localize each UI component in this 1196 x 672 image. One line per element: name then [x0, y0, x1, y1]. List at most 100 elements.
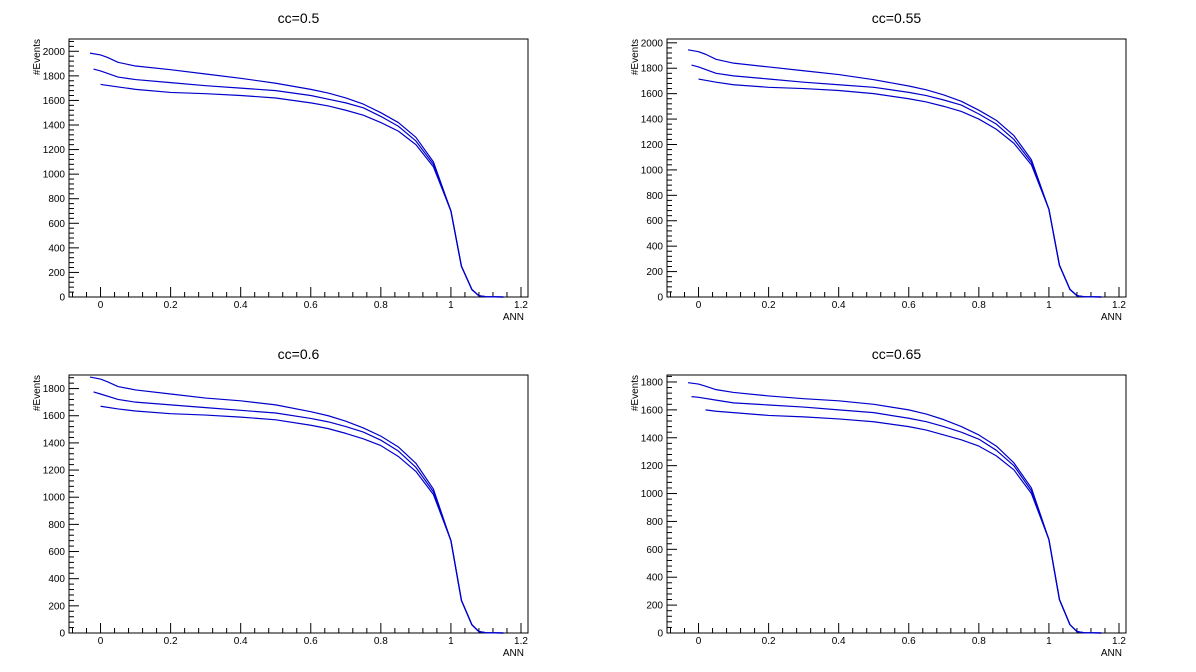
x-tick-label: 1.2 — [1112, 636, 1126, 647]
x-tick-label: 0.6 — [902, 636, 916, 647]
y-tick-label: 2000 — [43, 47, 66, 58]
x-tick-label: 1.2 — [514, 300, 528, 311]
y-tick-label: 800 — [48, 194, 65, 205]
series-line-3 — [705, 409, 1102, 634]
y-tick-label: 1600 — [641, 89, 664, 100]
y-tick-label: 1200 — [641, 140, 664, 151]
x-tick-label: 1.2 — [514, 636, 528, 647]
x-tick-label: 0.8 — [374, 300, 388, 311]
y-tick-label: 200 — [646, 601, 663, 612]
x-tick-label: 0.2 — [164, 636, 178, 647]
x-axis-label: ANN — [1101, 312, 1122, 323]
plot-frame — [68, 38, 529, 298]
y-tick-label: 1600 — [641, 405, 664, 416]
chart-title: cc=0.5 — [278, 10, 320, 26]
y-tick-label: 1200 — [43, 145, 66, 156]
y-tick-label: 1800 — [43, 71, 66, 82]
y-tick-label: 1400 — [43, 121, 66, 132]
x-tick-label: 0.4 — [234, 300, 248, 311]
y-tick-label: 400 — [48, 243, 65, 254]
y-tick-label: 200 — [48, 601, 65, 612]
series-line-3 — [100, 405, 504, 634]
y-tick-label: 1400 — [43, 438, 66, 449]
chart-panel: cc=0.65 #Events ANN 0 200 400 600 800 1000 1200 14… — [630, 346, 1127, 659]
x-tick-label: 0.6 — [902, 300, 916, 311]
y-tick-label: 600 — [48, 547, 65, 558]
y-tick-label: 1000 — [43, 493, 66, 504]
x-tick-label: 0.4 — [832, 300, 846, 311]
y-axis-label: #Events — [32, 39, 43, 75]
x-tick-label: 0.8 — [972, 300, 986, 311]
y-tick-label: 0 — [657, 293, 663, 304]
y-tick-label: 400 — [646, 573, 663, 584]
x-tick-label: 1 — [448, 300, 454, 311]
y-tick-label: 600 — [646, 216, 663, 227]
chart-panel: cc=0.5 #Events ANN 0 200 400 600 800 1000 1200 140… — [32, 10, 529, 323]
plot-frame — [666, 38, 1127, 298]
x-tick-label: 0.2 — [762, 636, 776, 647]
plot-frame — [68, 374, 529, 634]
x-tick-label: 0.6 — [304, 300, 318, 311]
x-tick-label: 1.2 — [1112, 300, 1126, 311]
y-tick-label: 1200 — [641, 461, 664, 472]
y-tick-label: 200 — [646, 267, 663, 278]
x-axis-label: ANN — [503, 312, 524, 323]
y-tick-label: 0 — [657, 629, 663, 640]
x-tick-label: 0.4 — [234, 636, 248, 647]
x-tick-label: 1 — [1046, 300, 1052, 311]
series-line-1 — [89, 52, 504, 298]
y-tick-label: 1200 — [43, 466, 66, 477]
y-tick-label: 1600 — [43, 411, 66, 422]
y-tick-label: 1800 — [43, 384, 66, 395]
series-line-1 — [89, 376, 504, 634]
y-axis-label: #Events — [32, 375, 43, 411]
chart-title: cc=0.6 — [278, 346, 320, 362]
chart-title: cc=0.55 — [872, 10, 922, 26]
y-tick-label: 1000 — [641, 165, 664, 176]
y-tick-label: 400 — [48, 574, 65, 585]
y-tick-label: 1400 — [641, 115, 664, 126]
series-line-3 — [100, 83, 504, 298]
y-tick-label: 200 — [48, 268, 65, 279]
y-tick-label: 0 — [59, 629, 65, 640]
y-tick-label: 600 — [48, 219, 65, 230]
chart-title: cc=0.65 — [872, 346, 922, 362]
y-tick-label: 800 — [646, 191, 663, 202]
series-line-2 — [691, 64, 1102, 298]
y-axis-label: #Events — [630, 375, 641, 411]
y-tick-label: 1000 — [641, 489, 664, 500]
y-tick-label: 800 — [48, 520, 65, 531]
x-tick-label: 0 — [98, 636, 104, 647]
chart-panel: cc=0.55 #Events ANN 0 200 400 600 800 1000 1200 14… — [630, 10, 1127, 323]
y-tick-label: 1400 — [641, 433, 664, 444]
y-axis-label: #Events — [630, 39, 641, 75]
x-tick-label: 0.4 — [832, 636, 846, 647]
series-line-1 — [687, 382, 1102, 634]
y-tick-label: 1800 — [641, 377, 664, 388]
x-tick-label: 0.2 — [762, 300, 776, 311]
x-axis-label: ANN — [503, 648, 524, 659]
y-tick-label: 1600 — [43, 96, 66, 107]
x-tick-label: 1 — [448, 636, 454, 647]
x-tick-label: 0 — [696, 636, 702, 647]
x-tick-label: 0.8 — [972, 636, 986, 647]
x-tick-label: 0.8 — [374, 636, 388, 647]
y-tick-label: 1000 — [43, 170, 66, 181]
x-tick-label: 0.2 — [164, 300, 178, 311]
x-axis-label: ANN — [1101, 648, 1122, 659]
y-tick-label: 0 — [59, 293, 65, 304]
y-tick-label: 400 — [646, 242, 663, 253]
series-line-1 — [687, 49, 1102, 298]
x-tick-label: 0 — [696, 300, 702, 311]
chart-panel: cc=0.6 #Events ANN 0 200 400 600 800 1000 1200 140… — [32, 346, 529, 659]
x-tick-label: 1 — [1046, 636, 1052, 647]
plot-frame — [666, 374, 1127, 634]
x-tick-label: 0 — [98, 300, 104, 311]
y-tick-label: 1800 — [641, 64, 664, 75]
series-line-2 — [93, 68, 504, 298]
y-tick-label: 2000 — [641, 38, 664, 49]
series-line-3 — [698, 78, 1102, 298]
x-tick-label: 0.6 — [304, 636, 318, 647]
y-tick-label: 600 — [646, 545, 663, 556]
